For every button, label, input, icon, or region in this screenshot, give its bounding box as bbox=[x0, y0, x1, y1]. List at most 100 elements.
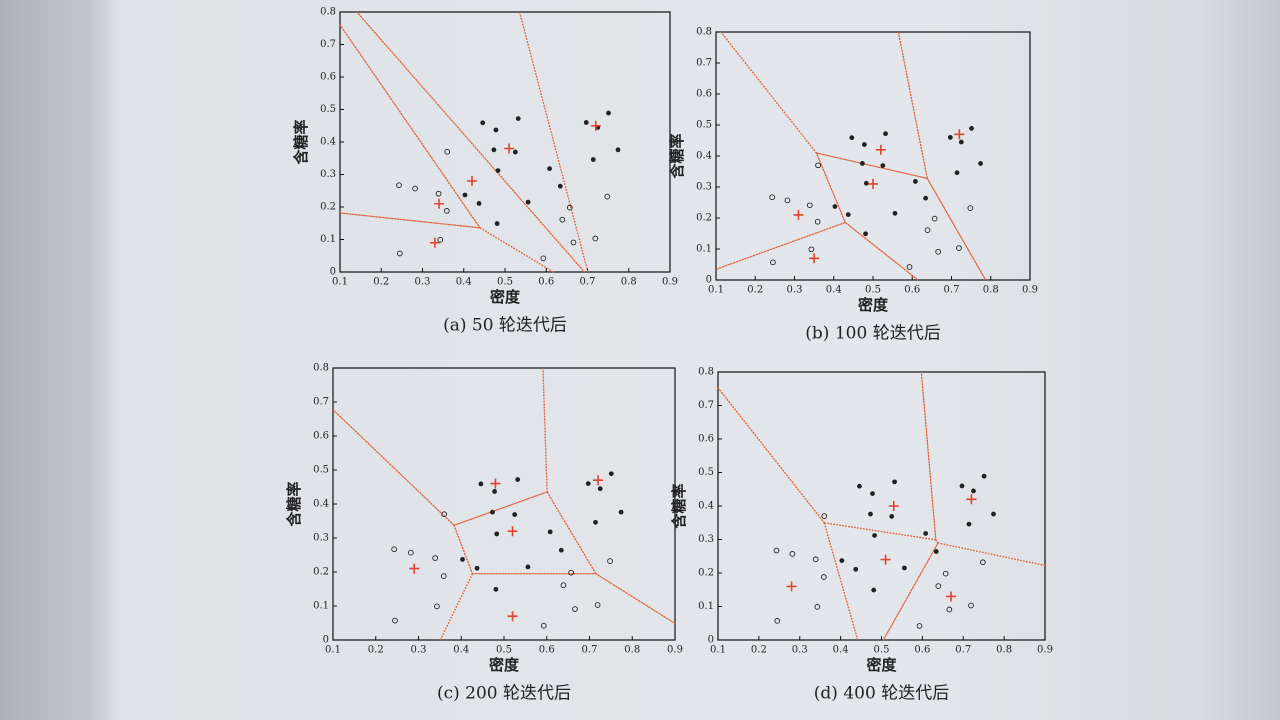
point bbox=[892, 479, 897, 485]
x-tick-label: 0.6 bbox=[904, 285, 920, 296]
y-tick-label: 0.2 bbox=[320, 202, 336, 213]
x-tick-label: 0.9 bbox=[1037, 645, 1053, 656]
point bbox=[845, 212, 851, 217]
point bbox=[525, 564, 531, 570]
point bbox=[557, 183, 563, 189]
point bbox=[853, 566, 859, 572]
x-tick-label: 0.7 bbox=[580, 277, 596, 288]
voronoi-edge bbox=[844, 222, 919, 281]
point bbox=[593, 519, 598, 525]
point bbox=[967, 205, 974, 211]
voronoi-edge bbox=[715, 221, 846, 270]
point bbox=[821, 574, 827, 580]
point bbox=[966, 521, 972, 527]
x-tick-label: 0.6 bbox=[914, 645, 930, 656]
point bbox=[923, 531, 929, 536]
voronoi-edge bbox=[518, 11, 589, 273]
y-tick-label: 0.5 bbox=[320, 104, 336, 115]
plot-frame bbox=[332, 367, 676, 641]
voronoi-edge bbox=[937, 542, 1046, 567]
point bbox=[871, 587, 877, 593]
prototype bbox=[954, 129, 965, 140]
point bbox=[392, 617, 398, 624]
prototype bbox=[793, 209, 804, 220]
x-tick-label: 0.5 bbox=[865, 285, 881, 296]
y-tick-label: 0.5 bbox=[696, 120, 712, 131]
point bbox=[570, 239, 577, 246]
point bbox=[604, 193, 611, 200]
point bbox=[971, 488, 976, 494]
prototype bbox=[590, 120, 601, 131]
point bbox=[789, 551, 796, 557]
x-tick-label: 0.8 bbox=[996, 645, 1012, 656]
x-tick-label: 0.1 bbox=[332, 277, 348, 288]
point bbox=[568, 569, 574, 576]
x-tick-label: 0.2 bbox=[751, 645, 767, 656]
point bbox=[880, 163, 886, 169]
voronoi-edge bbox=[542, 367, 548, 492]
x-tick-label: 0.3 bbox=[787, 285, 803, 296]
y-tick-label: 0.8 bbox=[696, 27, 712, 38]
y-tick-label: 0.4 bbox=[313, 499, 329, 510]
x-tick-label: 0.7 bbox=[944, 285, 960, 296]
point bbox=[512, 512, 518, 517]
point bbox=[435, 190, 442, 197]
y-tick-label: 0.3 bbox=[313, 533, 329, 544]
prototype bbox=[966, 494, 977, 505]
point bbox=[814, 218, 821, 225]
y-tick-label: 0.2 bbox=[698, 568, 714, 579]
voronoi-edge bbox=[717, 387, 825, 524]
voronoi-edge bbox=[717, 387, 825, 524]
y-tick-label: 0.2 bbox=[313, 567, 329, 578]
x-axis-label: 密度 bbox=[490, 288, 521, 306]
point bbox=[491, 147, 497, 153]
x-tick-label: 0.5 bbox=[874, 645, 890, 656]
point bbox=[493, 586, 499, 592]
prototype bbox=[945, 591, 956, 602]
point bbox=[812, 556, 819, 563]
point bbox=[618, 509, 624, 515]
point bbox=[916, 623, 923, 629]
point bbox=[540, 622, 547, 629]
point bbox=[443, 208, 450, 214]
x-tick-label: 0.4 bbox=[826, 285, 842, 296]
y-axis-label: 含糖率 bbox=[285, 481, 303, 526]
y-axis-label: 含糖率 bbox=[668, 133, 686, 178]
point bbox=[769, 194, 775, 201]
y-tick-label: 0.1 bbox=[313, 601, 329, 612]
prototype bbox=[888, 501, 899, 511]
voronoi-edge bbox=[595, 573, 676, 624]
point bbox=[434, 603, 440, 610]
point bbox=[437, 236, 444, 243]
point bbox=[808, 246, 815, 253]
plot-frame bbox=[717, 371, 1046, 641]
voronoi-edge bbox=[816, 152, 928, 180]
point bbox=[857, 483, 862, 489]
y-tick-label: 0.8 bbox=[698, 367, 714, 378]
x-tick-label: 0.6 bbox=[538, 277, 554, 288]
plot-frame bbox=[339, 11, 671, 273]
point bbox=[924, 227, 931, 233]
point bbox=[774, 618, 781, 624]
voronoi-edge bbox=[356, 11, 585, 273]
voronoi-edge bbox=[339, 212, 480, 229]
x-tick-label: 0.2 bbox=[373, 277, 389, 288]
x-axis-label: 密度 bbox=[866, 656, 897, 674]
y-tick-label: 0.2 bbox=[696, 213, 712, 224]
point bbox=[906, 264, 913, 270]
x-tick-label: 0.7 bbox=[955, 645, 971, 656]
y-tick-label: 0 bbox=[323, 635, 329, 646]
point bbox=[396, 250, 403, 257]
y-tick-label: 0.6 bbox=[698, 434, 714, 445]
point bbox=[590, 157, 596, 162]
y-tick-label: 0 bbox=[708, 635, 714, 646]
point bbox=[440, 573, 447, 579]
caption: (c) 200 轮迭代后 bbox=[437, 684, 571, 704]
y-tick-label: 0.3 bbox=[698, 534, 714, 545]
prototype bbox=[593, 475, 604, 486]
point bbox=[494, 531, 500, 537]
prototype bbox=[880, 554, 891, 565]
prototype bbox=[786, 581, 797, 592]
y-tick-label: 0.1 bbox=[696, 244, 712, 255]
